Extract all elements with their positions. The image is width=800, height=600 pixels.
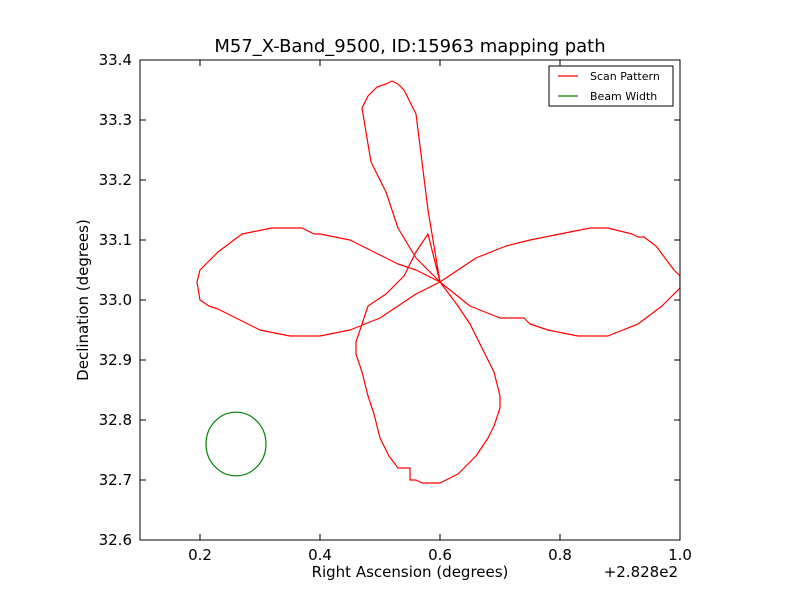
y-tick-label: 32.7 — [99, 471, 132, 489]
x-tick-label: 0.4 — [308, 546, 332, 564]
y-tick-label: 33.4 — [99, 51, 132, 69]
chart-title: M57_X-Band_9500, ID:15963 mapping path — [214, 36, 605, 57]
legend-label-beam-width: Beam Width — [590, 90, 657, 103]
y-axis-title: Declination (degrees) — [74, 219, 92, 381]
x-tick-label: 0.2 — [188, 546, 212, 564]
x-tick-label: 0.6 — [428, 546, 452, 564]
y-tick-label: 32.9 — [99, 351, 132, 369]
y-tick-label: 33.3 — [99, 111, 132, 129]
legend: Scan Pattern Beam Width — [549, 66, 673, 106]
y-tick-label: 33.0 — [99, 291, 132, 309]
y-tick-label: 32.6 — [99, 531, 132, 549]
x-axis-title: Right Ascension (degrees) — [312, 563, 509, 581]
y-tick-label: 33.2 — [99, 171, 132, 189]
legend-label-scan-pattern: Scan Pattern — [590, 70, 660, 83]
x-axis-offset-label: +2.828e2 — [604, 563, 678, 581]
x-tick-label: 1.0 — [668, 546, 692, 564]
y-tick-label: 32.8 — [99, 411, 132, 429]
y-tick-label: 33.1 — [99, 231, 132, 249]
x-tick-label: 0.8 — [548, 546, 572, 564]
